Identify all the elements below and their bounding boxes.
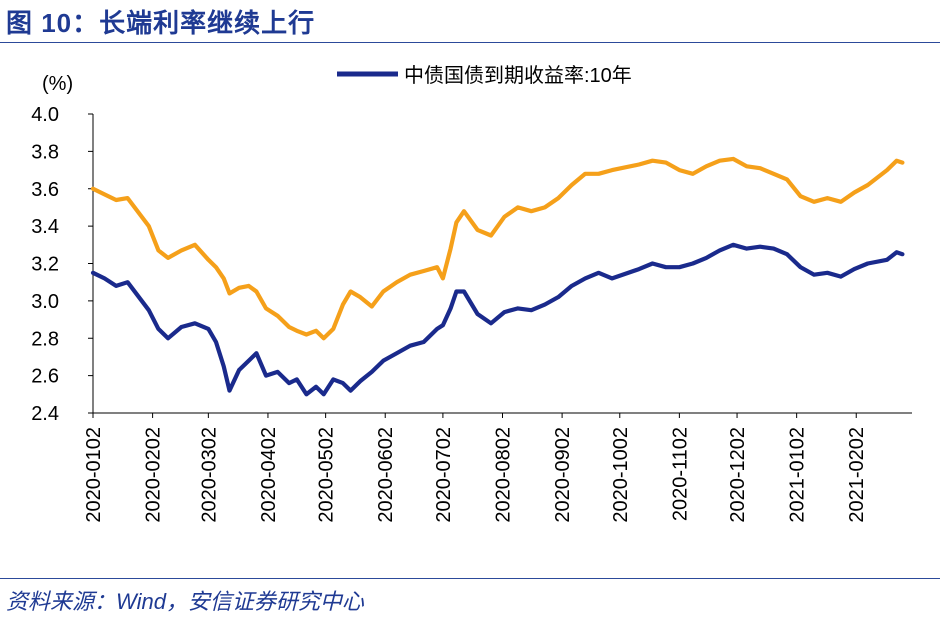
- y-tick-label: 2.4: [31, 403, 59, 425]
- x-tick-label: 2020-0802: [493, 427, 515, 523]
- x-tick-label: 2020-0702: [433, 427, 455, 523]
- y-tick-label: 3.0: [31, 291, 59, 313]
- x-tick-label: 2020-0302: [198, 427, 220, 523]
- series-layer: [90, 156, 905, 397]
- x-tick-label: 2020-0502: [316, 427, 338, 523]
- x-tick-label: 2021-0202: [846, 427, 868, 523]
- x-tick-label: 2020-1102: [669, 427, 691, 521]
- y-tick-label: 3.2: [31, 254, 59, 276]
- y-tick-label: 2.6: [31, 366, 59, 388]
- footer-divider: [0, 578, 940, 579]
- legend-label: 中债国债到期收益率:10年: [404, 64, 632, 87]
- x-tick-label: 2020-0202: [143, 427, 165, 523]
- x-tick-label: 2020-1202: [727, 427, 749, 523]
- y-tick-label: 3.4: [31, 216, 59, 238]
- title-divider: [0, 42, 940, 43]
- figure-title: 图 10：长端利率继续上行: [6, 8, 316, 38]
- y-axis-label: (%): [42, 73, 73, 95]
- x-tick-label: 2020-0902: [552, 427, 574, 523]
- series-line-primary: [90, 242, 905, 397]
- y-tick-label: 3.8: [31, 141, 59, 163]
- x-tick-label: 2020-0602: [375, 427, 397, 523]
- line-chart: 4.0 3.8 3.6 3.4 3.2 3.0 2.8 2.6 2.4 (%) 2020-0102…: [31, 64, 912, 523]
- chart-legend: 中债国债到期收益率:10年: [337, 64, 632, 87]
- y-tick-label: 2.8: [31, 328, 59, 350]
- source-note: 资料来源：Wind，安信证券研究中心: [6, 589, 364, 614]
- x-tick-label: 2020-1002: [610, 427, 632, 523]
- x-tick-label: 2020-0402: [258, 427, 280, 523]
- x-axis-ticks: 2020-0102 2020-0202 2020-0302 2020-0402 2020…: [83, 413, 868, 523]
- y-tick-label: 4.0: [31, 104, 59, 126]
- y-axis-ticks: 4.0 3.8 3.6 3.4 3.2 3.0 2.8 2.6 2.4 (%): [31, 73, 93, 425]
- x-tick-label: 2021-0102: [787, 427, 809, 523]
- chart-axes: [92, 114, 912, 414]
- series-line-secondary: [90, 156, 905, 341]
- y-tick-label: 3.6: [31, 179, 59, 201]
- x-tick-label: 2020-0102: [83, 427, 105, 523]
